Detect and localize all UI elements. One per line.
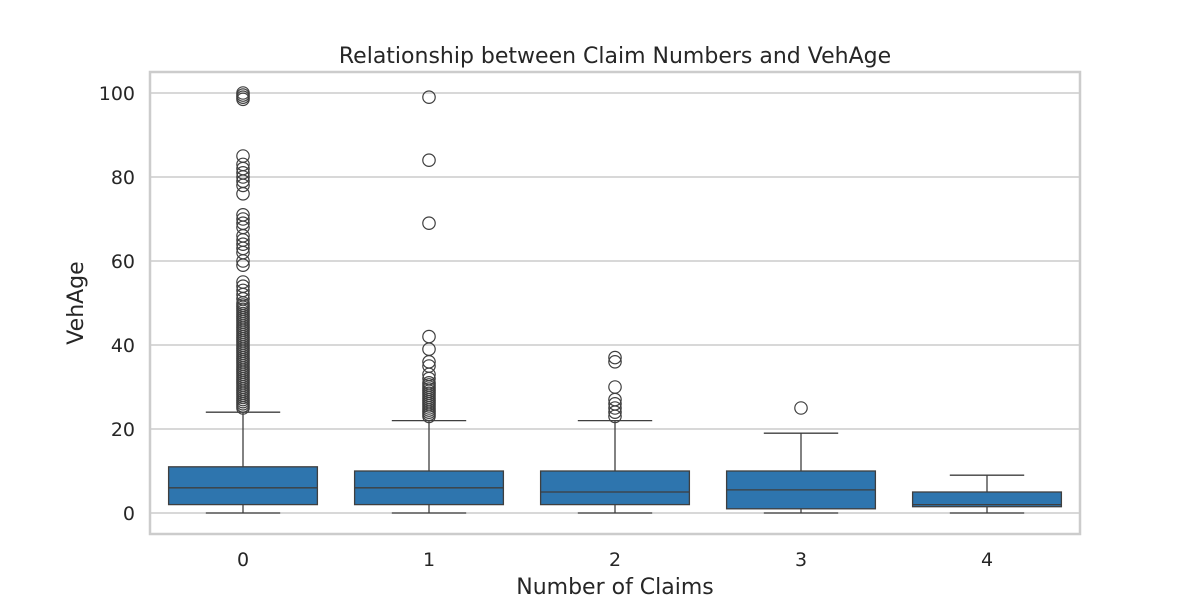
y-tick-label: 60 xyxy=(111,251,135,273)
plot-area xyxy=(167,86,1063,514)
box-group-2 xyxy=(539,350,691,514)
x-tick-label: 2 xyxy=(609,549,621,571)
plot-frame xyxy=(148,70,1082,536)
outlier-point xyxy=(236,149,250,163)
iqr-box xyxy=(539,470,691,506)
y-tick-label: 40 xyxy=(111,335,135,357)
x-tick-labels: 0 1 2 3 4 xyxy=(237,549,993,571)
outlier-point xyxy=(608,350,622,365)
outlier-point xyxy=(608,354,622,369)
outlier-point xyxy=(236,279,250,293)
y-axis-label: VehAge xyxy=(64,261,89,344)
outlier-point xyxy=(236,237,250,251)
box-group-1 xyxy=(353,90,505,514)
outlier-point xyxy=(236,166,250,180)
gridlines xyxy=(150,92,1080,514)
outlier-point xyxy=(608,396,622,411)
box-group-3 xyxy=(725,401,877,514)
x-tick-label: 4 xyxy=(981,549,993,571)
outlier-point xyxy=(422,329,436,344)
outlier-point xyxy=(236,86,250,100)
y-tick-label: 20 xyxy=(111,419,135,441)
box-group-0 xyxy=(167,86,319,514)
iqr-box xyxy=(167,466,319,506)
y-tick-labels: 0 20 40 60 80 100 xyxy=(99,83,135,525)
x-axis-label: Number of Claims xyxy=(516,575,714,600)
x-tick-label: 1 xyxy=(423,549,435,571)
y-tick-label: 100 xyxy=(99,83,135,105)
outlier-point xyxy=(422,90,436,104)
box-group-4 xyxy=(911,474,1063,514)
chart-title: Relationship between Claim Numbers and V… xyxy=(339,44,891,69)
outlier-point xyxy=(236,212,250,226)
outlier-point xyxy=(236,216,250,230)
outlier-point xyxy=(794,401,808,415)
outlier-point xyxy=(236,157,250,172)
outlier-point xyxy=(236,208,250,222)
outlier-point xyxy=(422,375,436,390)
x-tick-label: 0 xyxy=(237,549,249,571)
x-tick-label: 3 xyxy=(795,549,807,571)
outlier-point xyxy=(422,153,436,167)
y-tick-label: 80 xyxy=(111,167,135,189)
iqr-box xyxy=(911,491,1063,508)
outlier-point xyxy=(608,401,622,415)
outlier-point xyxy=(422,216,436,230)
outlier-point xyxy=(422,359,436,373)
outlier-point xyxy=(236,275,250,289)
outlier-point xyxy=(236,283,250,298)
outlier-point xyxy=(608,380,622,394)
y-tick-label: 0 xyxy=(123,503,135,525)
